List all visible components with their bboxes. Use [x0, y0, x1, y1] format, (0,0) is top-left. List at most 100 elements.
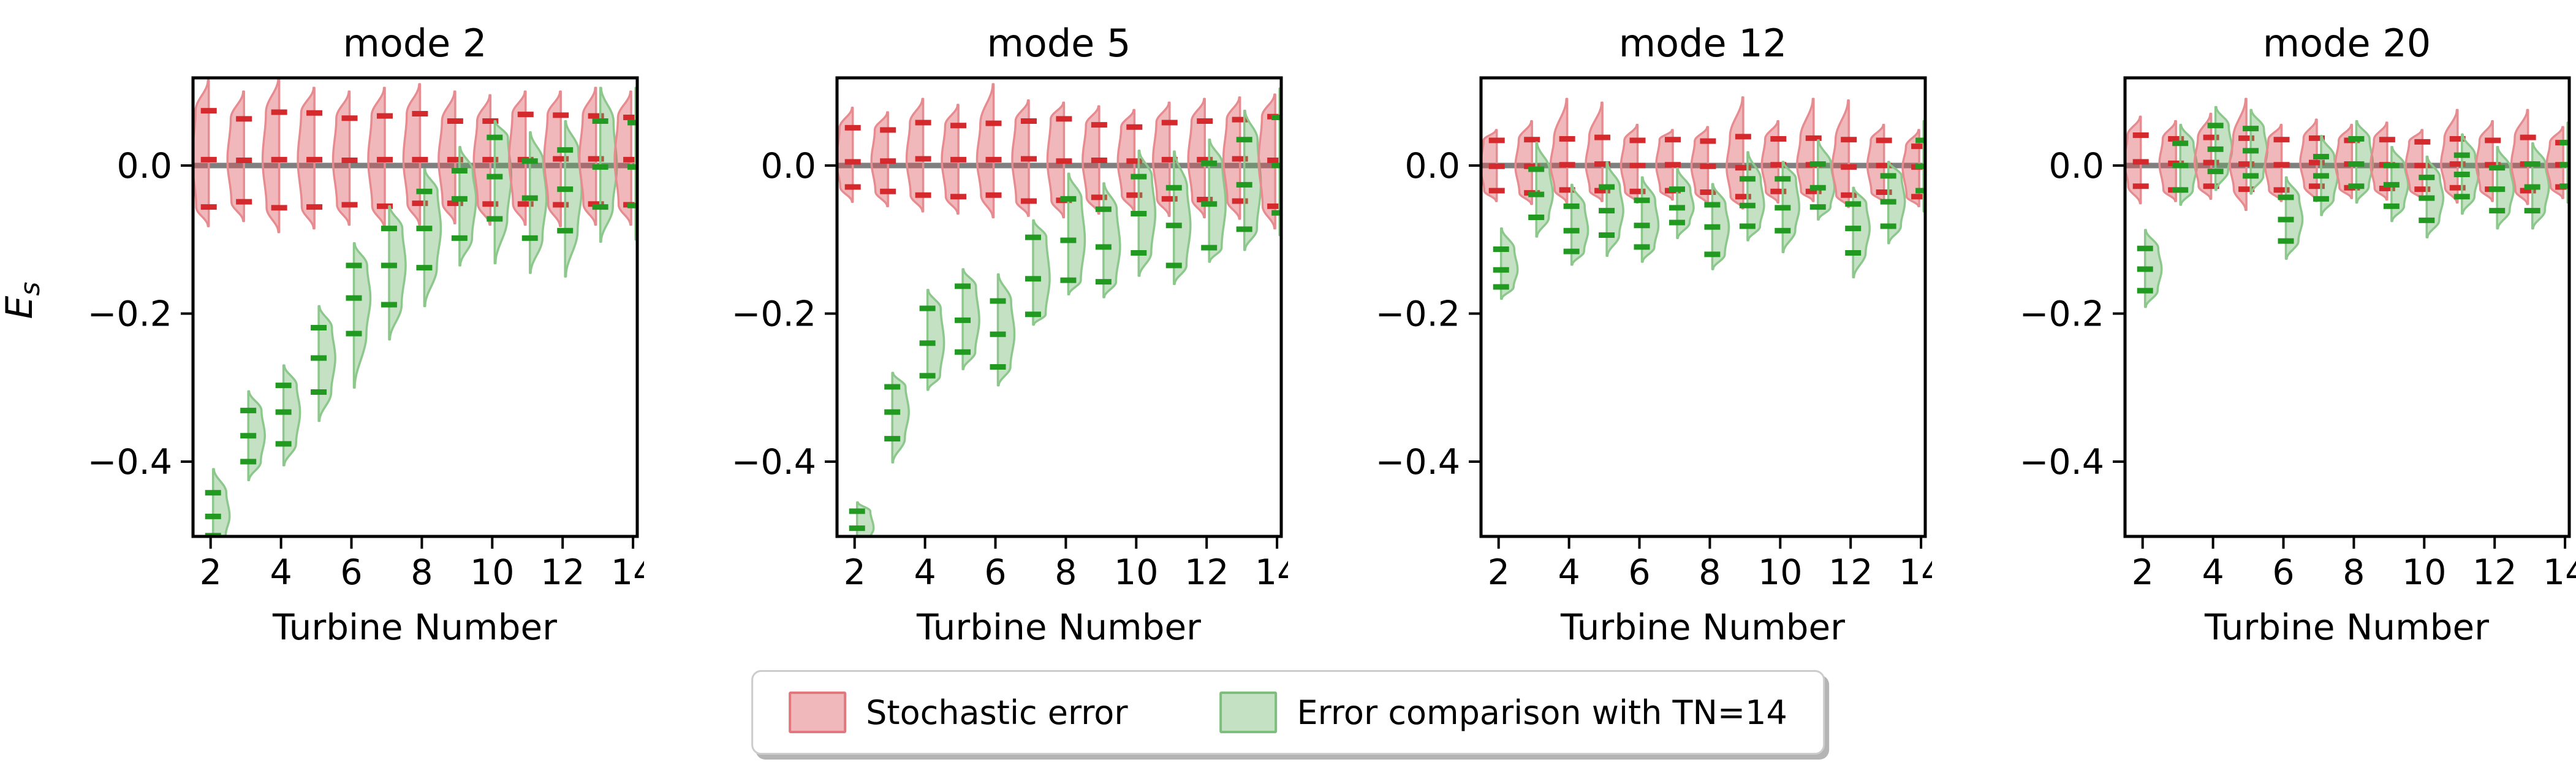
y-tick-label: 0.0: [760, 146, 816, 186]
x-tick-label: 4: [2202, 552, 2224, 593]
violin-comparison-tn3: [2172, 123, 2198, 206]
violin-comparison-tn8: [416, 168, 442, 308]
axes-spines: [191, 76, 639, 538]
subplot-title: mode 5: [987, 21, 1131, 66]
violin-stochastic-tn4: [261, 78, 287, 234]
violin-comparison-tn6: [990, 273, 1016, 387]
x-tick-label: 8: [1699, 552, 1721, 593]
violin-stochastic-tn4: [905, 97, 931, 213]
y-tick-label: −0.2: [732, 294, 816, 335]
violins-layer: [837, 83, 1281, 536]
legend: Stochastic error Error comparison with T…: [751, 670, 1825, 755]
violin-stochastic-tn13: [1866, 123, 1892, 204]
violin-comparison-tn8: [2348, 120, 2374, 204]
violin-stochastic-tn13: [1222, 96, 1248, 220]
violin-stochastic-tn10: [472, 94, 499, 226]
violin-comparison-tn7: [1025, 219, 1051, 326]
x-tick-label: 2: [200, 552, 222, 593]
y-tick-label: −0.4: [2020, 442, 2104, 482]
violin-stochastic-tn5: [297, 86, 323, 230]
violins-layer: [2125, 97, 2569, 308]
violin-comparison-tn10: [1131, 150, 1157, 277]
x-axis-ticks: 2 4 6 8 10 12 14: [200, 536, 655, 593]
subplot-mode-5: mode 5 2 4 6 8 10 12 14 0.0 −0.2 −0.4 Turbine Num…: [644, 0, 1300, 653]
violin-comparison-tn11: [521, 131, 548, 274]
violin-comparison-tn12: [1845, 186, 1871, 279]
violin-comparison-tn10: [2419, 155, 2445, 238]
x-tick-label: 14: [2543, 552, 2576, 593]
violin-stochastic-tn8: [1046, 101, 1072, 219]
violin-comparison-tn6: [346, 242, 372, 389]
violin-comparison-tn8: [1060, 172, 1086, 295]
legend-entry-error-comparison: Error comparison with TN=14: [1219, 692, 1787, 733]
plot-area: 2 4 6 8 10 12 14 0.0 −0.2 −0.4: [88, 76, 655, 593]
violin-comparison-tn10: [1775, 161, 1801, 254]
y-axis-label: Es: [0, 282, 46, 319]
violin-stochastic-tn2: [1481, 129, 1505, 202]
red-violin-swatch-icon: [789, 692, 847, 733]
axes-spines: [1479, 76, 1927, 538]
violin-stochastic-tn5: [941, 104, 967, 215]
x-axis-label: Turbine Number: [2204, 606, 2489, 648]
y-tick-label: 0.0: [116, 146, 172, 186]
violin-stochastic-tn6: [331, 90, 358, 226]
y-tick-label: −0.2: [1376, 294, 1460, 335]
violin-comparison-tn13: [2524, 142, 2550, 230]
violin-comparison-tn8: [1704, 183, 1730, 270]
violin-comparison-tn5: [1599, 161, 1624, 257]
violin-comparison-tn11: [1809, 139, 1836, 221]
violin-stochastic-tn3: [870, 111, 896, 208]
x-tick-label: 4: [1558, 552, 1580, 593]
violin-stochastic-tn11: [1152, 101, 1178, 217]
violin-comparison-tn7: [1669, 167, 1695, 240]
legend-entry-stochastic-error: Stochastic error: [789, 692, 1128, 733]
x-tick-label: 10: [1114, 552, 1159, 593]
x-tick-label: 12: [2472, 552, 2517, 593]
violin-comparison-tn2: [1493, 227, 1519, 300]
violin-comparison-tn9: [451, 146, 477, 267]
x-axis-label: Turbine Number: [1560, 606, 1845, 648]
violin-comparison-tn3: [240, 390, 266, 481]
violin-stochastic-tn8: [402, 83, 428, 226]
violin-stochastic-tn3: [226, 90, 252, 223]
subplot-mode-12: mode 12 2 4 6 8 10 12 14 0.0 −0.2 −0.4 Turbine Nu…: [1288, 0, 1944, 653]
y-axis-ticks: 0.0 −0.2 −0.4: [732, 146, 837, 482]
violin-comparison-tn9: [1739, 151, 1765, 242]
x-tick-label: 6: [340, 552, 362, 593]
subplot-mode-20: mode 20 2 4 6 8 10 12 14 0.0 −0.2 −0.4 Turbine Nu…: [1932, 0, 2576, 653]
x-tick-label: 12: [1828, 552, 1873, 593]
x-axis-ticks: 2 4 6 8 10 12 14: [2132, 536, 2576, 593]
x-tick-label: 14: [1255, 552, 1288, 593]
axes-spines: [2123, 76, 2571, 538]
plot-area: 2 4 6 8 10 12 14 0.0 −0.2 −0.4: [1376, 76, 1943, 593]
violin-comparison-tn9: [1095, 182, 1121, 299]
x-axis-ticks: 2 4 6 8 10 12 14: [844, 536, 1299, 593]
y-axis-ticks: 0.0 −0.2 −0.4: [88, 146, 193, 482]
violins-layer: [1481, 96, 1925, 300]
violin-comparison-tn3: [1528, 141, 1554, 238]
violin-comparison-tn4: [919, 289, 945, 391]
violin-comparison-tn4: [275, 364, 301, 467]
violin-comparison-tn6: [1634, 176, 1660, 263]
y-tick-label: −0.4: [1376, 442, 1460, 482]
x-axis-label: Turbine Number: [272, 606, 557, 648]
violin-stochastic-tn6: [975, 83, 1002, 219]
violin-stochastic-tn10: [1760, 120, 1787, 204]
x-tick-label: 8: [1055, 552, 1077, 593]
x-tick-label: 2: [1488, 552, 1510, 593]
green-violin-swatch-icon: [1219, 692, 1278, 733]
x-tick-label: 14: [611, 552, 644, 593]
violin-comparison-tn11: [1165, 150, 1192, 285]
violin-comparison-tn9: [2383, 146, 2409, 223]
x-tick-label: 10: [2402, 552, 2447, 593]
violin-comparison-tn13: [592, 86, 618, 243]
y-tick-label: 0.0: [2048, 146, 2104, 186]
violin-comparison-tn5: [311, 305, 336, 422]
subplot-title: mode 12: [1619, 21, 1787, 66]
axes-mode-12: mode 12 2 4 6 8 10 12 14 0.0 −0.2 −0.4 Turbine Nu…: [1376, 21, 1944, 648]
violin-stochastic-tn2: [193, 79, 217, 227]
violin-stochastic-tn2: [2125, 115, 2149, 205]
x-tick-label: 2: [844, 552, 866, 593]
y-tick-label: −0.4: [88, 442, 172, 482]
